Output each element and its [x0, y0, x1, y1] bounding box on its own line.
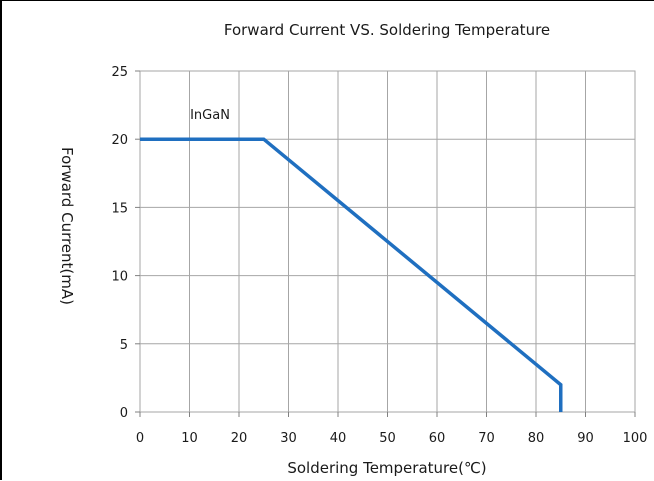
x-tick-label: 10 — [181, 431, 198, 446]
y-tick-label: 20 — [111, 133, 128, 148]
y-axis-label: Forward Current(mA) — [58, 147, 76, 305]
x-tick-label: 30 — [280, 431, 297, 446]
x-tick-label: 0 — [136, 431, 144, 446]
series-line-ingan — [140, 137, 563, 412]
y-tick-label: 25 — [111, 65, 128, 80]
y-tick-label: 15 — [111, 201, 128, 216]
x-axis-label: Soldering Temperature(℃) — [287, 459, 486, 477]
y-tick-label: 10 — [111, 270, 128, 285]
x-axis-ticks: 0 10 20 30 40 50 60 70 80 90 100 — [136, 412, 648, 446]
x-tick-label: 40 — [330, 431, 347, 446]
x-tick-label: 50 — [379, 431, 396, 446]
x-tick-label: 70 — [478, 431, 495, 446]
x-tick-label: 60 — [429, 431, 446, 446]
x-tick-label: 100 — [623, 431, 648, 446]
series-layer: InGaN — [140, 108, 563, 412]
y-axis-ticks: 0 5 10 15 20 25 — [111, 65, 140, 421]
y-tick-label: 0 — [120, 406, 128, 421]
x-tick-label: 80 — [528, 431, 545, 446]
y-tick-label: 5 — [120, 338, 128, 353]
series-label: InGaN — [190, 108, 230, 123]
x-tick-label: 90 — [577, 431, 594, 446]
x-tick-label: 20 — [231, 431, 248, 446]
chart-title: Forward Current VS. Soldering Temperatur… — [224, 21, 550, 39]
grid-lines — [139, 70, 636, 413]
